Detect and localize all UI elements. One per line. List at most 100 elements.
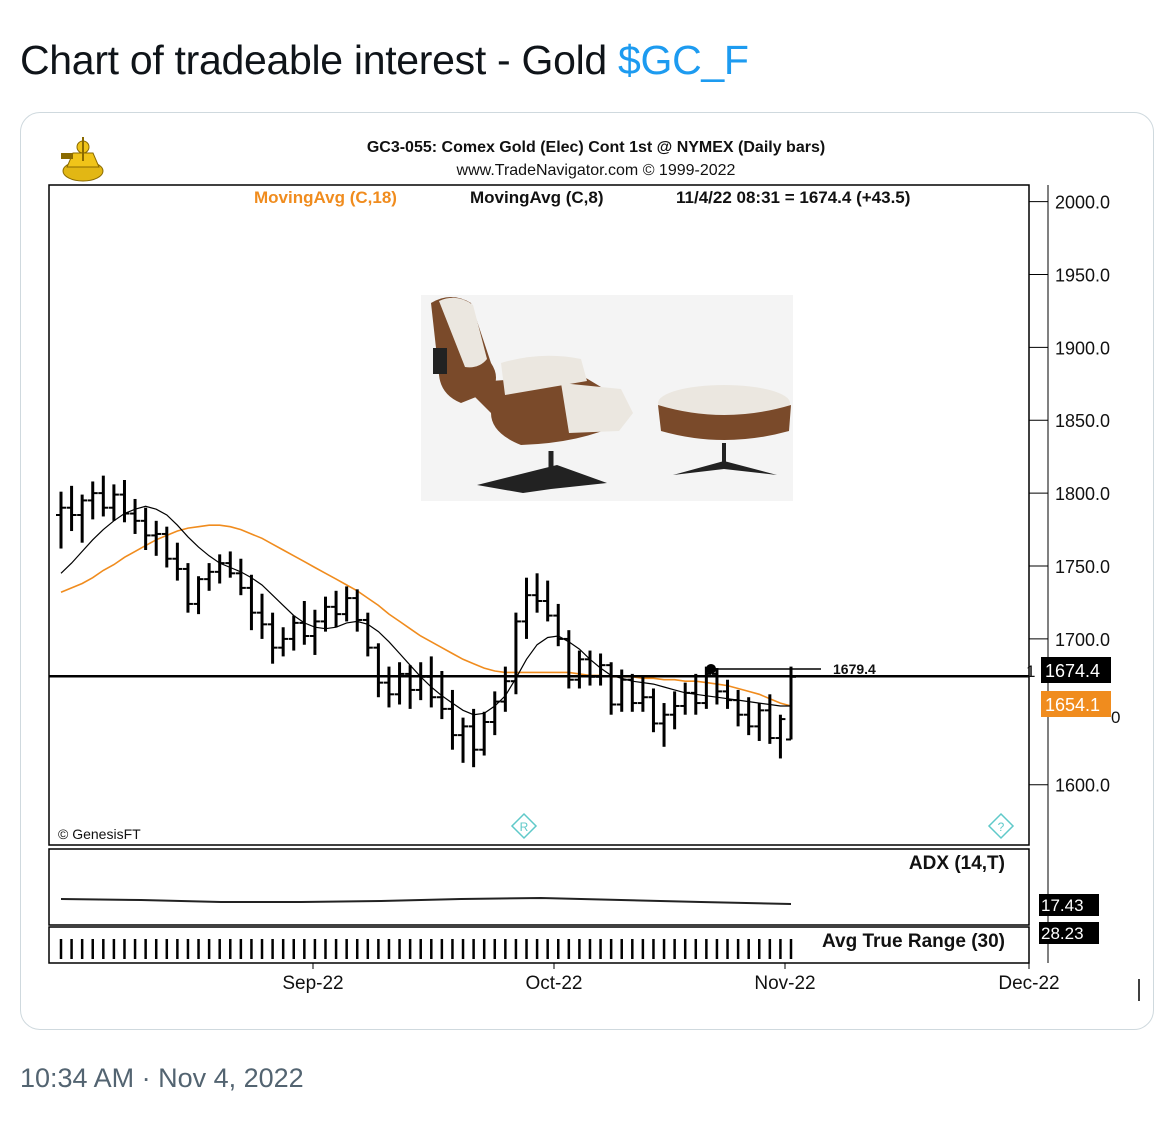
y-tick-label: 1900.0 (1055, 338, 1110, 358)
atr-label: Avg True Range (30) (822, 931, 1005, 952)
ohlc-bar (341, 586, 352, 622)
help-marker-icon[interactable]: ? (987, 812, 1015, 840)
ohlc-bar (257, 593, 268, 639)
ohlc-bar (595, 653, 606, 686)
tweet-date[interactable]: Nov 4, 2022 (158, 1063, 304, 1093)
ohlc-bar (77, 494, 88, 543)
y-tick-label: 2000.0 (1055, 193, 1110, 213)
ohlc-bar (193, 576, 204, 615)
ohlc-bar (447, 689, 458, 750)
adx-value-bg (1039, 894, 1099, 916)
ohlc-bar (764, 694, 775, 744)
tweet-text: Chart of tradeable interest - Gold $GC_F (20, 34, 749, 86)
ohlc-bar (182, 563, 193, 613)
ohlc-bar (436, 670, 447, 720)
adx-value: 17.43 (1041, 896, 1084, 915)
ma8-legend: MovingAvg (C,8) (470, 188, 603, 207)
ohlc-bar (648, 688, 659, 733)
ohlc-bar (278, 627, 289, 657)
ma-tag: 1654.1 (1045, 695, 1100, 715)
ma18-line (60, 524, 792, 707)
x-tick-label: Nov-22 (754, 973, 815, 994)
ohlc-bar (108, 484, 119, 521)
y-tick-label: 1750.0 (1055, 557, 1110, 577)
atr-value: 28.23 (1041, 924, 1084, 943)
ohlc-bar (669, 691, 680, 730)
chart-title: GC3-055: Comex Gold (Elec) Cont 1st @ NY… (367, 139, 825, 156)
ohlc-bar (680, 682, 691, 715)
y-tick-label: 1950.0 (1055, 265, 1110, 285)
price-tag-prefix: 1 (1026, 662, 1035, 681)
chart-image-card[interactable]: GC3-055: Comex Gold (Elec) Cont 1st @ NY… (20, 112, 1154, 1030)
ohlc-bar (352, 589, 363, 632)
tweet-time[interactable]: 10:34 AM (20, 1063, 135, 1093)
ohlc-bar (532, 573, 543, 613)
level-label: 1679.4 (833, 661, 876, 677)
ma8-line (60, 505, 791, 716)
r-marker-icon[interactable]: R (510, 812, 538, 840)
ohlc-bar (225, 551, 236, 578)
ohlc-bar (119, 480, 130, 523)
ohlc-bar (373, 643, 384, 698)
adx-label: ADX (14,T) (909, 853, 1005, 874)
ohlc-bar (98, 475, 109, 517)
price-reading: 11/4/22 08:31 = 1674.4 (+43.5) (676, 188, 910, 207)
ohlc-bar (754, 703, 765, 741)
ohlc-bar (627, 673, 638, 712)
ohlc-bar (775, 714, 786, 759)
ohlc-bar (458, 717, 469, 763)
ohlc-bar (743, 697, 754, 736)
ohlc-bar (299, 601, 310, 645)
ma-tag-bg (1041, 691, 1111, 717)
ohlc-bar (606, 662, 617, 715)
y-tick-label: 1850.0 (1055, 411, 1110, 431)
ohlc-bar (659, 703, 670, 747)
ohlc-bar (87, 481, 98, 520)
ohlc-bar (362, 612, 373, 657)
ohlc-bar (637, 676, 648, 712)
ohlc-bar (426, 656, 437, 708)
atr-value-bg (1039, 922, 1099, 944)
tweet-body: Chart of tradeable interest - Gold (20, 37, 618, 83)
ohlc-bar (563, 630, 574, 689)
sextant-logo-icon (61, 137, 104, 182)
tweet-timestamp: 10:34 AM · Nov 4, 2022 (20, 1063, 304, 1094)
ohlc-bar (500, 666, 511, 712)
y-tick-label: 1800.0 (1055, 484, 1110, 504)
ohlc-bar (574, 650, 585, 689)
ohlc-bar (130, 498, 141, 534)
cashtag-link[interactable]: $GC_F (617, 37, 749, 83)
ma18-legend: MovingAvg (C,18) (254, 188, 397, 207)
ohlc-bar (331, 590, 342, 628)
ohlc-bar (320, 596, 331, 632)
gold-chart: GC3-055: Comex Gold (Elec) Cont 1st @ NY… (48, 137, 1140, 1001)
ohlc-bar (214, 554, 225, 584)
ohlc-bar (722, 679, 733, 709)
help-marker-label: ? (998, 820, 1005, 834)
ohlc-bar (542, 580, 553, 622)
adx-line (60, 896, 792, 905)
level-marker-dot (706, 663, 716, 674)
price-tag: 1674.4 (1045, 661, 1100, 681)
ohlc-bar (415, 662, 426, 701)
ohlc-bar (56, 491, 66, 549)
x-tick-label: Oct-22 (525, 973, 582, 994)
lounge-chair-image (421, 295, 793, 501)
r-marker-label: R (520, 820, 529, 834)
ohlc-bar (711, 668, 722, 705)
ohlc-bar (172, 542, 183, 581)
y-tick-label: 1700.0 (1055, 630, 1110, 650)
timestamp-separator: · (134, 1063, 159, 1093)
ohlc-bar (468, 708, 479, 768)
ohlc-bar (405, 665, 416, 709)
ohlc-bar (309, 609, 320, 655)
ohlc-bar (479, 711, 490, 756)
x-tick-label: Dec-22 (998, 973, 1059, 994)
x-tick-label: Sep-22 (282, 973, 343, 994)
ohlc-bar (553, 603, 564, 647)
ma-tag-suffix: 0 (1111, 708, 1120, 727)
ohlc-bar (521, 577, 532, 639)
ohlc-bar (510, 612, 521, 695)
ohlc-bar (140, 507, 151, 550)
ohlc-bar (394, 662, 405, 705)
